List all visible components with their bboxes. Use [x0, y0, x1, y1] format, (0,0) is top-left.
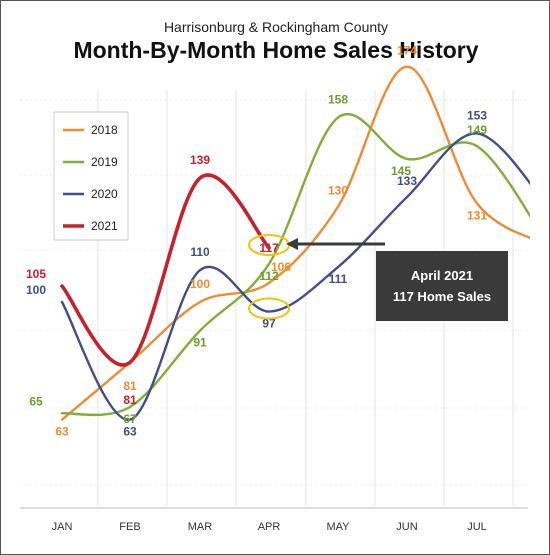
data-label-2021-mar: 139	[190, 153, 210, 167]
data-label-2018-apr: 106	[271, 260, 291, 274]
data-label-2020-apr: 97	[262, 317, 276, 331]
data-label-2020-may: 111	[329, 272, 348, 286]
data-label-2019-mar: 91	[193, 336, 207, 350]
x-tick-label: FEB	[119, 521, 140, 533]
data-label-2020-feb: 63	[123, 425, 137, 439]
data-label-2020-jan: 100	[26, 283, 46, 297]
data-label-2019-jan: 65	[29, 394, 43, 408]
annotation-arrow-head	[286, 237, 298, 250]
data-label-2018-feb: 81	[123, 379, 137, 393]
x-tick-label: JUL	[467, 521, 487, 533]
data-label-2020-jul: 153	[467, 108, 487, 122]
series-line-2018	[60, 65, 530, 421]
x-tick-label: MAR	[188, 521, 213, 533]
annotation-box	[376, 251, 508, 321]
data-label-2018-jun: 174	[397, 44, 417, 58]
legend-label-2021: 2021	[91, 219, 118, 233]
data-label-2018-may: 130	[328, 184, 348, 198]
data-label-2020-mar: 110	[190, 245, 210, 259]
series-line-2021	[60, 173, 271, 367]
legend-label-2020: 2020	[91, 187, 118, 201]
chart-subtitle: Harrisonburg & Rockingham County	[163, 19, 389, 35]
annotation-line-1: April 2021	[411, 268, 473, 283]
data-label-2021-apr: 117	[259, 241, 279, 255]
legend-label-2018: 2018	[91, 123, 118, 137]
data-label-2021-feb: 81	[123, 393, 137, 407]
data-label-2020-jun: 133	[397, 174, 417, 188]
legend-label-2019: 2019	[91, 155, 118, 169]
highlight-2020-apr	[248, 297, 290, 320]
data-label-2021-jan: 105	[26, 267, 46, 281]
x-tick-label: MAY	[326, 521, 350, 533]
data-label-2019-apr: 112	[259, 269, 279, 283]
chart-title: Month-By-Month Home Sales History	[73, 37, 479, 63]
x-tick-label: JAN	[52, 521, 73, 533]
data-label-2019-jun: 145	[391, 164, 411, 178]
series-line-2020	[60, 132, 530, 421]
x-tick-label: APR	[258, 521, 281, 533]
data-label-2018-jul: 131	[467, 208, 487, 222]
data-label-2019-feb: 67	[123, 412, 137, 426]
annotation-line-2: 117 Home Sales	[393, 289, 491, 304]
data-label-2018-jan: 63	[55, 425, 69, 439]
data-label-2019-may: 158	[328, 93, 348, 107]
x-tick-label: JUN	[396, 521, 417, 533]
legend-box	[53, 111, 129, 241]
data-label-2018-mar: 100	[190, 277, 210, 291]
data-label-2019-jul: 149	[467, 123, 487, 137]
